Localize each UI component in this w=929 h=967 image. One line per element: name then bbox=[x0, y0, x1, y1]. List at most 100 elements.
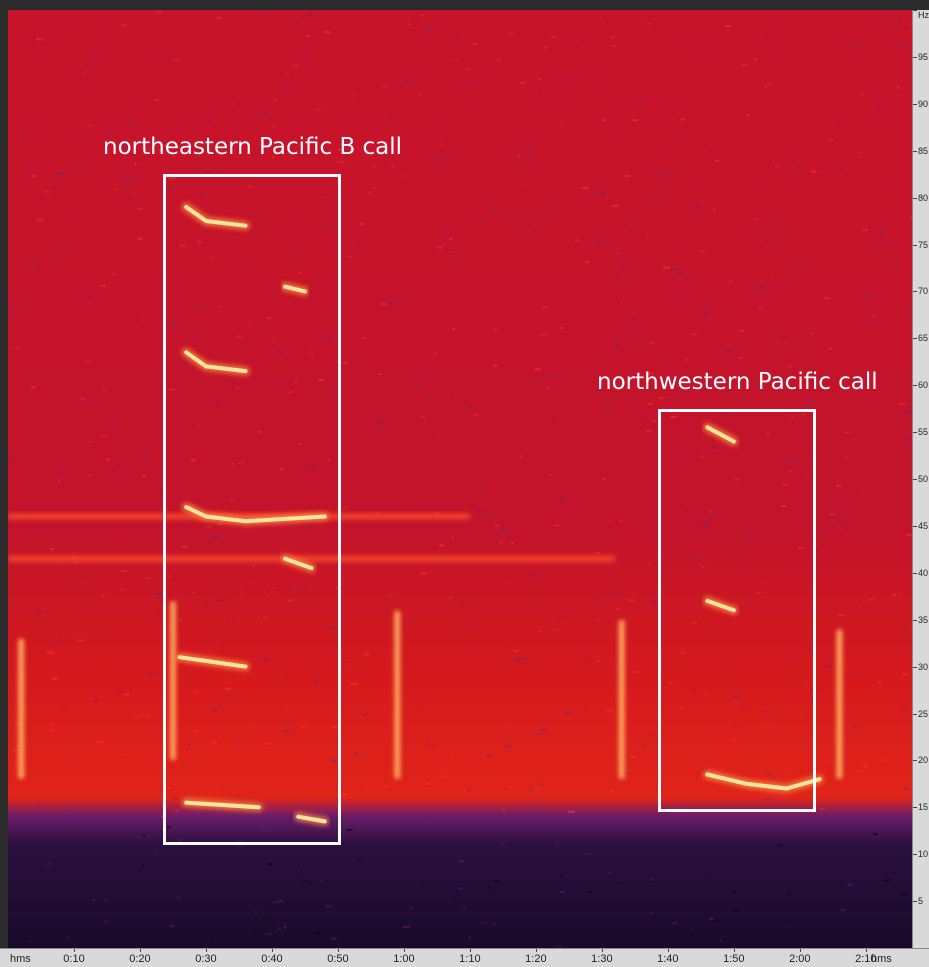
noise-speck bbox=[298, 443, 302, 446]
noise-speck bbox=[836, 484, 842, 487]
noise-speck bbox=[648, 372, 654, 375]
x-tick-mark bbox=[535, 949, 537, 952]
y-tick-label: 80 bbox=[918, 192, 929, 203]
y-tick-mark bbox=[913, 291, 917, 293]
noise-speck bbox=[659, 397, 664, 400]
noise-speck bbox=[790, 415, 795, 418]
spectrogram-plot[interactable] bbox=[8, 10, 912, 948]
noise-speck bbox=[853, 490, 859, 493]
noise-speck bbox=[298, 271, 303, 274]
noise-speck bbox=[120, 588, 125, 591]
noise-speck bbox=[83, 65, 90, 67]
x-axis-unit-right: hms bbox=[871, 953, 892, 965]
noise-speck bbox=[660, 173, 668, 176]
noise-speck bbox=[31, 175, 37, 177]
noise-speck bbox=[607, 709, 614, 712]
y-tick-mark bbox=[913, 854, 917, 856]
noise-speck bbox=[344, 506, 348, 509]
noise-speck bbox=[244, 264, 248, 267]
noise-speck bbox=[298, 811, 303, 814]
y-tick-label: 5 bbox=[918, 896, 924, 907]
noise-speck bbox=[492, 364, 498, 367]
noise-speck bbox=[527, 574, 535, 577]
noise-speck bbox=[589, 890, 593, 893]
noise-speck bbox=[260, 333, 264, 336]
noise-speck bbox=[718, 412, 725, 415]
noise-speck bbox=[268, 811, 276, 814]
noise-speck bbox=[703, 520, 709, 523]
noise-speck bbox=[325, 905, 332, 908]
noise-speck bbox=[228, 765, 232, 768]
noise-speck bbox=[358, 244, 363, 247]
noise-speck bbox=[89, 54, 94, 57]
noise-speck bbox=[628, 228, 633, 231]
noise-speck bbox=[155, 614, 161, 617]
noise-speck bbox=[195, 307, 201, 310]
noise-speck bbox=[26, 167, 31, 170]
noise-speck bbox=[598, 240, 603, 243]
noise-speck bbox=[822, 529, 828, 532]
noise-speck bbox=[51, 677, 58, 680]
noise-speck bbox=[883, 879, 890, 882]
noise-speck bbox=[739, 703, 746, 706]
y-tick-label: 35 bbox=[918, 614, 929, 625]
noise-speck bbox=[537, 90, 543, 93]
noise-speck bbox=[648, 734, 655, 737]
noise-speck bbox=[173, 809, 179, 812]
noise-speck bbox=[292, 64, 299, 67]
noise-speck bbox=[794, 680, 797, 683]
transient-streak bbox=[169, 600, 176, 761]
noise-speck bbox=[700, 45, 708, 47]
noise-speck bbox=[754, 217, 760, 220]
noise-speck bbox=[182, 524, 185, 527]
call-contour bbox=[705, 772, 822, 791]
noise-speck bbox=[828, 347, 833, 350]
noise-speck bbox=[297, 869, 300, 871]
noise-speck bbox=[206, 525, 212, 528]
noise-speck bbox=[763, 710, 769, 713]
noise-speck bbox=[272, 126, 276, 128]
time-axis[interactable]: 0:10 0:20 0:30 0:40 0:50 1:00 1:10 1:20 1:30 1:40… bbox=[0, 948, 929, 967]
y-tick-label: 95 bbox=[918, 51, 929, 62]
noise-speck bbox=[877, 681, 882, 684]
noise-speck bbox=[387, 301, 393, 304]
noise-speck bbox=[669, 268, 677, 271]
noise-speck bbox=[218, 523, 222, 526]
noise-speck bbox=[25, 942, 28, 945]
noise-speck bbox=[605, 411, 612, 414]
noise-speck bbox=[276, 381, 282, 384]
noise-speck bbox=[477, 479, 483, 482]
noise-speck bbox=[215, 789, 219, 792]
noise-speck bbox=[568, 810, 575, 813]
noise-speck bbox=[50, 723, 54, 726]
noise-speck bbox=[810, 722, 814, 725]
x-tick-mark bbox=[205, 949, 207, 952]
noise-speck bbox=[328, 458, 331, 461]
noise-speck bbox=[141, 318, 144, 321]
noise-speck bbox=[499, 541, 503, 544]
noise-speck bbox=[207, 121, 211, 124]
noise-speck bbox=[479, 219, 482, 222]
noise-speck bbox=[210, 940, 215, 943]
noise-speck bbox=[782, 281, 786, 284]
noise-speck bbox=[73, 561, 78, 564]
noise-speck bbox=[137, 237, 143, 240]
spectrogram-canvas bbox=[8, 10, 912, 948]
noise-speck bbox=[603, 79, 606, 82]
noise-speck bbox=[224, 693, 231, 696]
noise-speck bbox=[60, 18, 67, 21]
noise-speck bbox=[349, 149, 354, 152]
noise-speck bbox=[898, 44, 905, 46]
noise-speck bbox=[434, 129, 437, 132]
noise-speck bbox=[140, 713, 144, 716]
noise-speck bbox=[72, 218, 76, 220]
noise-speck bbox=[597, 660, 601, 663]
noise-speck bbox=[733, 891, 737, 894]
noise-speck bbox=[901, 673, 908, 676]
noise-speck bbox=[646, 236, 651, 239]
noise-speck bbox=[838, 614, 845, 617]
noise-speck bbox=[647, 22, 651, 25]
noise-speck bbox=[197, 240, 202, 243]
y-tick-label: 25 bbox=[918, 708, 929, 719]
noise-speck bbox=[142, 475, 146, 478]
